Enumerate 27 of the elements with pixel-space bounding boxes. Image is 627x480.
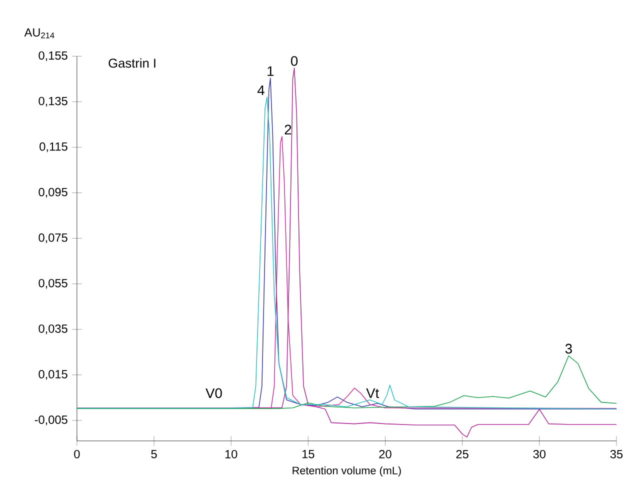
- x-tick-label: 0: [74, 450, 80, 458]
- x-tick-label: 15: [302, 450, 314, 458]
- chart-title: Gastrin I: [108, 58, 156, 68]
- y-tick-label: 0,135: [38, 96, 68, 106]
- y-tick-label: 0,035: [38, 324, 68, 334]
- series-label: 0: [290, 56, 298, 66]
- y-tick-label: 0,115: [40, 142, 68, 152]
- y-tick-label: -0,005: [34, 415, 68, 426]
- series-label: 4: [257, 85, 264, 95]
- x-tick-label: 10: [225, 450, 238, 458]
- y-tick-label: 0,095: [38, 188, 68, 198]
- x-tick-label: 20: [379, 450, 392, 458]
- y-axis-title: AU$_{214}$: [24, 28, 54, 38]
- y-tick-label: 0,155: [38, 51, 68, 61]
- y-tick-label: 0,015: [38, 370, 68, 380]
- y-tick-label: 0,055: [38, 278, 68, 288]
- x-tick-label: 25: [456, 450, 468, 458]
- y-tick-label: 0,075: [38, 233, 68, 243]
- x-tick-label: 5: [151, 450, 157, 458]
- x-tick-label: 30: [533, 450, 546, 458]
- annotation: V0: [206, 388, 222, 398]
- x-axis-title: Retention volume (mL): [292, 466, 401, 476]
- annotation: Vt: [366, 388, 380, 398]
- x-tick-label: 35: [610, 450, 623, 458]
- series-label: 2: [284, 124, 292, 134]
- series-label: 3: [565, 344, 572, 354]
- series-label: 1: [268, 66, 274, 76]
